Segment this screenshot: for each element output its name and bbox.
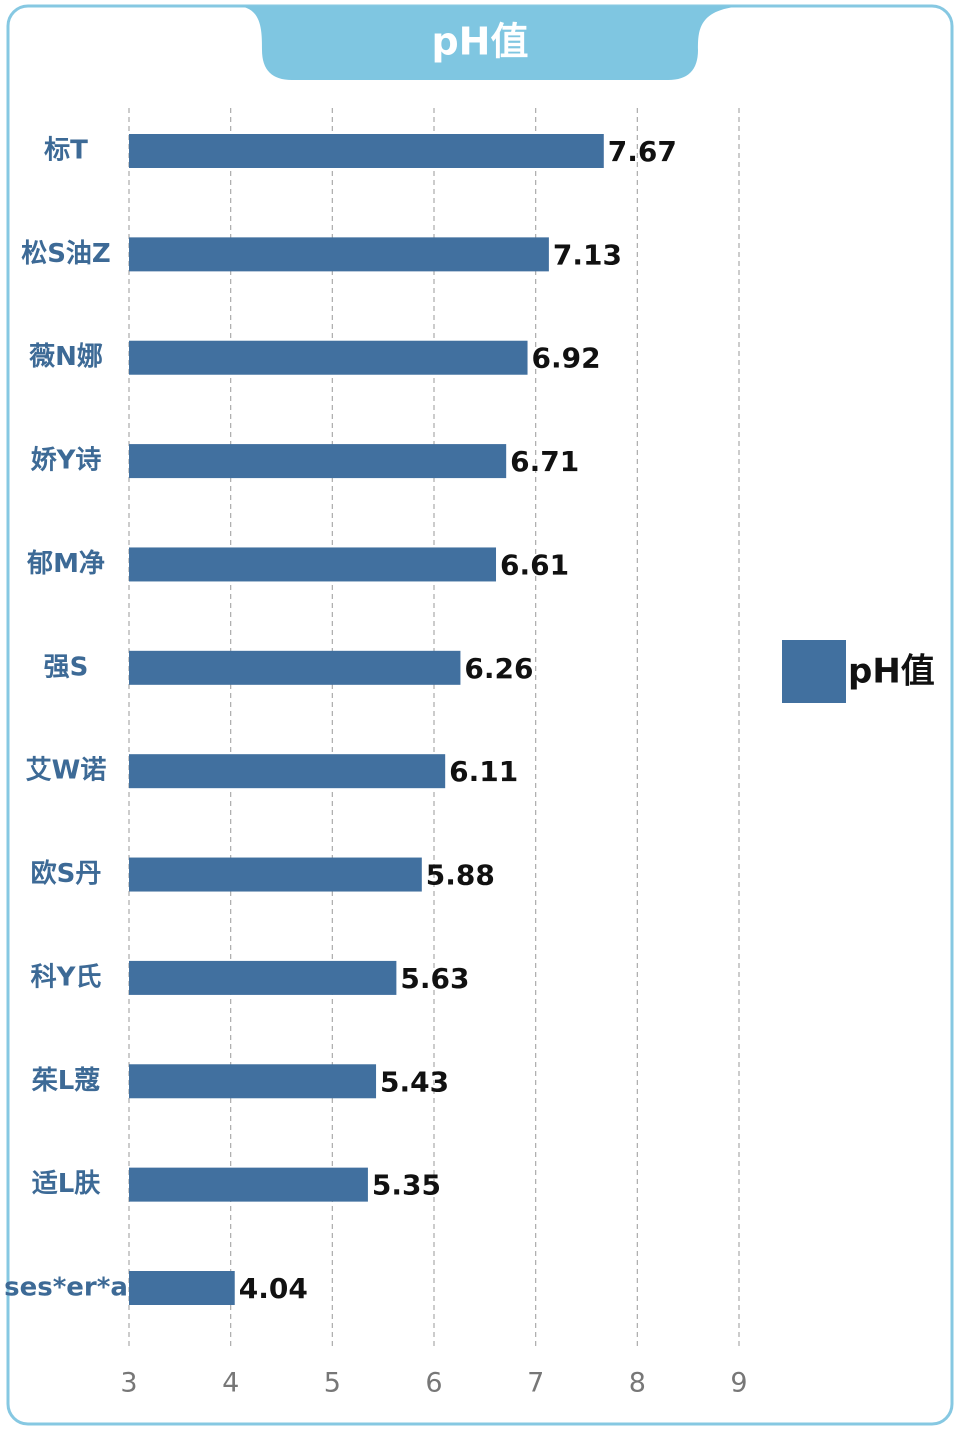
y-tick-label: 强S	[44, 652, 89, 682]
y-tick-label: 欧S丹	[31, 858, 102, 889]
y-tick-label: ses*er*a	[4, 1273, 128, 1303]
value-label: 7.67	[608, 135, 677, 168]
y-tick-label: 娇Y诗	[31, 446, 102, 476]
bar	[129, 857, 422, 892]
value-label: 6.26	[464, 652, 533, 685]
legend-swatch	[782, 640, 846, 703]
y-tick-label: 薇N娜	[29, 342, 103, 372]
chart-title: pH值	[431, 20, 528, 64]
y-tick-label: 松S油Z	[21, 239, 111, 269]
bar	[129, 754, 446, 789]
bar	[129, 547, 497, 582]
x-tick-label: 6	[425, 1368, 442, 1399]
bar	[129, 237, 549, 272]
x-tick-label: 5	[324, 1368, 341, 1399]
x-tick-label: 9	[730, 1368, 747, 1399]
bar	[129, 960, 397, 995]
value-label: 5.43	[380, 1065, 449, 1098]
value-label: 7.13	[553, 238, 622, 271]
bar	[129, 1271, 235, 1305]
y-tick-label: 艾W诺	[26, 756, 107, 786]
y-tick-label: 标T	[44, 136, 88, 166]
bar	[129, 444, 507, 479]
title-tab	[235, 6, 752, 80]
value-label: 6.71	[510, 445, 579, 478]
bar	[129, 1167, 368, 1202]
y-tick-label: 郁M净	[26, 549, 105, 579]
bar	[129, 650, 461, 685]
frame	[6, 4, 954, 1426]
value-label: 6.61	[500, 548, 569, 581]
y-tick-label: 茱L蔻	[31, 1066, 101, 1096]
value-label: 6.92	[532, 342, 601, 375]
y-tick-label: 科Y氏	[31, 962, 102, 992]
value-label: 5.35	[372, 1169, 441, 1202]
x-tick-label: 4	[222, 1368, 239, 1399]
value-label: 6.11	[449, 755, 518, 788]
bar	[129, 1064, 377, 1099]
legend-label: pH值	[848, 652, 935, 692]
bar	[129, 340, 528, 375]
y-tick-label: 适L肤	[32, 1169, 102, 1199]
bar	[129, 134, 604, 168]
x-tick-label: 3	[120, 1368, 137, 1399]
value-label: 4.04	[239, 1272, 308, 1305]
value-label: 5.88	[426, 859, 495, 892]
value-label: 5.63	[400, 962, 469, 995]
x-tick-label: 8	[629, 1368, 646, 1399]
x-tick-label: 7	[527, 1368, 544, 1399]
